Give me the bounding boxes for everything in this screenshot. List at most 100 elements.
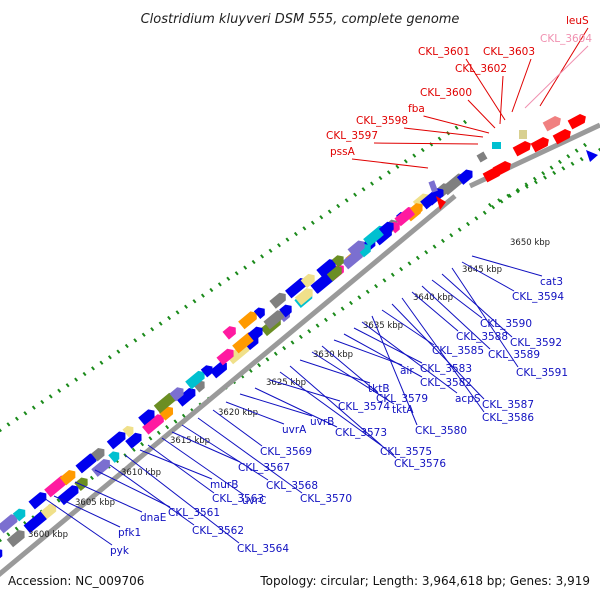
lower-tick bbox=[131, 447, 136, 452]
upper-tick bbox=[116, 349, 121, 354]
gene-label-ckl_3585: CKL_3585 bbox=[432, 345, 484, 357]
gene-feature bbox=[28, 492, 47, 510]
gene-label-ckl_3601: CKL_3601 bbox=[418, 46, 470, 58]
lower-tick bbox=[0, 538, 2, 543]
lower-tick bbox=[332, 312, 337, 317]
gene-feature bbox=[91, 447, 105, 462]
gene-feature bbox=[378, 221, 394, 237]
gene-feature bbox=[216, 348, 234, 366]
lower-tick bbox=[524, 182, 529, 187]
lower-tick bbox=[474, 216, 479, 221]
outer-strand-genes bbox=[222, 169, 473, 340]
upper-tick bbox=[167, 315, 172, 321]
upper-tick bbox=[395, 164, 400, 169]
upper-tick bbox=[412, 153, 417, 158]
gene-feature bbox=[209, 361, 227, 379]
lower-tick bbox=[248, 368, 253, 373]
map-title: Clostridium kluyveri DSM 555, complete g… bbox=[141, 12, 460, 27]
right-tick bbox=[561, 166, 566, 171]
kbp-marker: 3615 kbp bbox=[170, 436, 210, 446]
kbp-marker: 3640 kbp bbox=[413, 293, 453, 303]
topology-text: Topology: circular; Length: 3,964,618 bp… bbox=[259, 574, 590, 588]
lower-tick bbox=[340, 306, 345, 311]
leader-line bbox=[147, 444, 215, 494]
upper-tick bbox=[124, 343, 129, 349]
upper-tick bbox=[175, 310, 180, 315]
gene-label-ckl_3568: CKL_3568 bbox=[266, 480, 318, 492]
gene-feature bbox=[106, 431, 126, 450]
lower-tick bbox=[89, 475, 94, 481]
gene-feature bbox=[23, 511, 47, 534]
gene-label-ckl_3604: CKL_3604 bbox=[540, 33, 592, 45]
upper-tick bbox=[14, 416, 19, 421]
upper-tick bbox=[141, 332, 146, 337]
gene-label-fba: fba bbox=[408, 103, 425, 115]
gene-features bbox=[0, 114, 598, 562]
upper-tick bbox=[319, 215, 324, 220]
leader-line bbox=[299, 359, 371, 384]
gene-feature bbox=[269, 292, 286, 309]
gene-feature bbox=[294, 288, 313, 306]
gene-label-ckl_3602: CKL_3602 bbox=[455, 63, 507, 75]
lower-tick bbox=[532, 176, 537, 181]
red-gene bbox=[530, 137, 549, 153]
upper-tick bbox=[361, 187, 366, 192]
upper-tick bbox=[378, 175, 383, 181]
lower-tick bbox=[323, 317, 328, 323]
gene-feature bbox=[138, 409, 155, 426]
upper-tick bbox=[184, 304, 188, 309]
gene-label-ckl_3579: CKL_3579 bbox=[376, 393, 428, 405]
lower-tick bbox=[566, 154, 571, 159]
upper-tick bbox=[65, 383, 70, 388]
upper-tick bbox=[454, 125, 459, 130]
gene-feature bbox=[363, 225, 386, 247]
gene-feature bbox=[6, 530, 25, 548]
leader-line bbox=[391, 303, 485, 400]
upper-tick bbox=[40, 399, 45, 405]
leader-line bbox=[451, 267, 519, 368]
gene-label-acps: acpS bbox=[455, 393, 481, 405]
lower-tick bbox=[424, 250, 429, 255]
gene-label-ckl_3603: CKL_3603 bbox=[483, 46, 535, 58]
gene-label-ckl_3582: CKL_3582 bbox=[420, 377, 472, 389]
lower-tick bbox=[307, 329, 312, 334]
gene-feature bbox=[456, 169, 473, 185]
gene-feature bbox=[0, 514, 18, 534]
upper-tick bbox=[293, 231, 298, 237]
gene-label-ckl_3587: CKL_3587 bbox=[482, 399, 534, 411]
gene-label-dnae: dnaE bbox=[140, 512, 166, 524]
label-leaders bbox=[43, 27, 589, 546]
leader-line bbox=[279, 371, 383, 447]
red-gene bbox=[482, 167, 501, 183]
gene-feature bbox=[347, 240, 365, 258]
upper-tick bbox=[327, 209, 332, 214]
right-tick bbox=[506, 193, 511, 198]
gene-label-ckl_3569: CKL_3569 bbox=[260, 446, 312, 458]
gene-label-leus: leuS bbox=[566, 15, 589, 27]
gene-feature bbox=[300, 273, 315, 289]
tick-marks bbox=[0, 119, 600, 543]
gene-label-tkta: tktA bbox=[392, 404, 414, 416]
gene-feature bbox=[316, 259, 336, 278]
leader-line bbox=[471, 255, 543, 277]
gene-feature bbox=[263, 310, 284, 330]
gene-label-pfk1: pfk1 bbox=[118, 527, 141, 539]
gene-label-ckl_3567: CKL_3567 bbox=[238, 462, 290, 474]
gene-feature bbox=[410, 203, 423, 216]
leader-line bbox=[524, 45, 589, 109]
gene-label-ckl_3583: CKL_3583 bbox=[420, 363, 472, 375]
red-gene bbox=[567, 114, 586, 130]
upper-tick bbox=[336, 203, 341, 209]
leader-line bbox=[254, 387, 338, 428]
lower-tick bbox=[173, 419, 178, 424]
lower-tick bbox=[165, 425, 170, 430]
leader-line bbox=[321, 345, 379, 394]
upper-tick bbox=[217, 282, 222, 287]
lower-tick bbox=[148, 436, 153, 441]
gene-label-ckl_3573: CKL_3573 bbox=[335, 427, 387, 439]
lower-tick bbox=[56, 498, 61, 503]
upper-tick bbox=[386, 170, 391, 175]
kbp-marker: 3635 kbp bbox=[363, 321, 403, 331]
gene-label-ckl_3580: CKL_3580 bbox=[415, 425, 467, 437]
lower-tick bbox=[449, 233, 454, 238]
